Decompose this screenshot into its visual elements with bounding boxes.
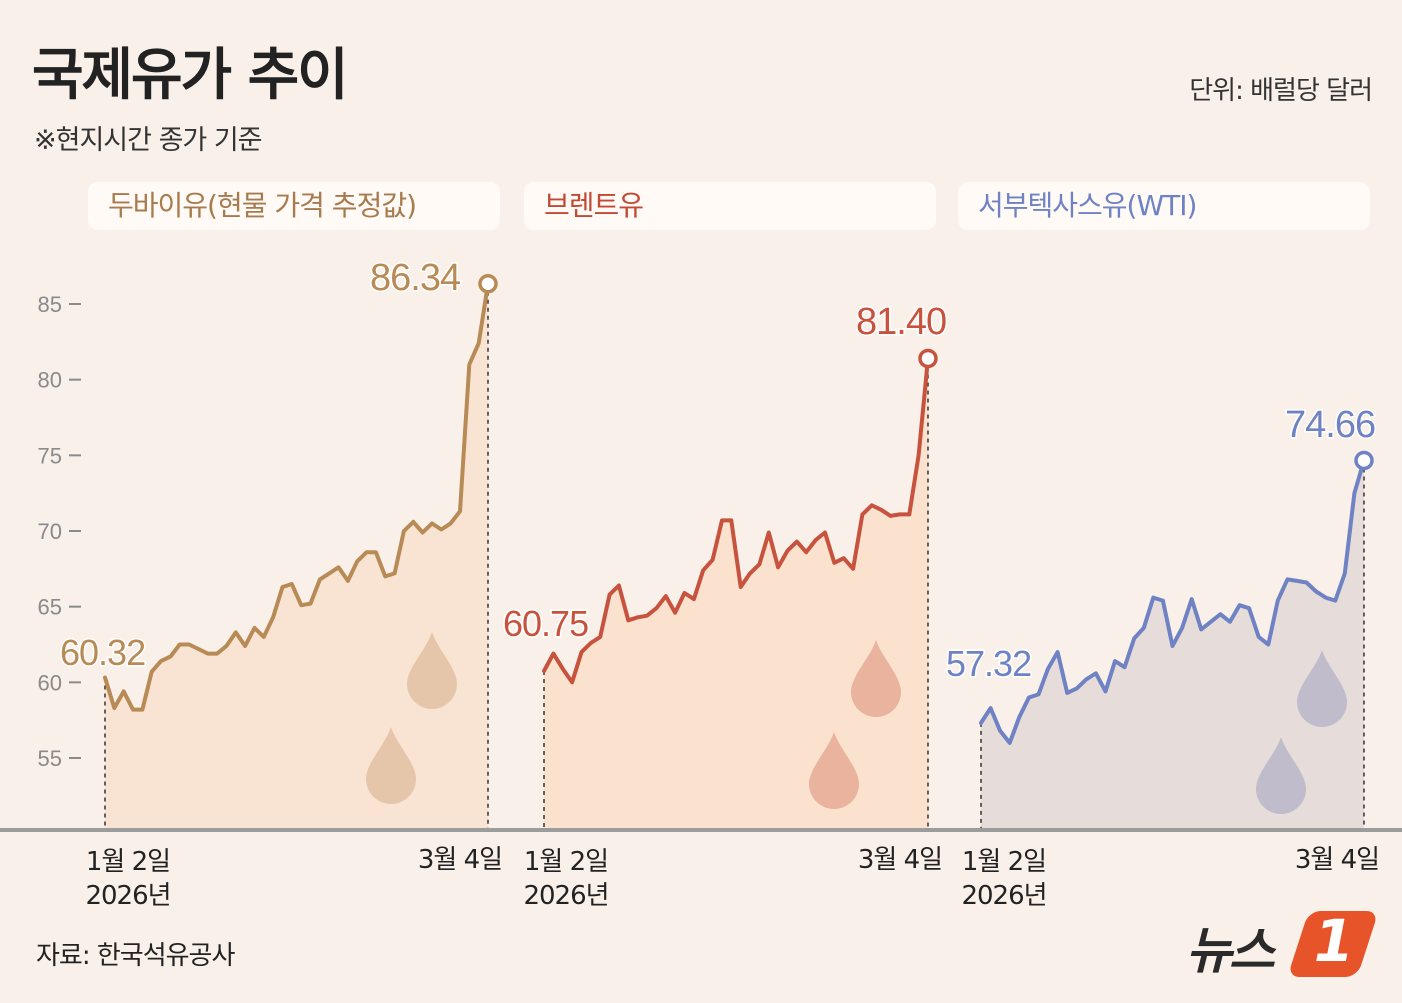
logo-mark-text: 1	[1313, 907, 1355, 975]
x-end-label-brent: 3월 4일	[858, 845, 942, 875]
logo-text: 뉴스	[1186, 922, 1275, 980]
x-start-year-brent: 2026년	[523, 881, 608, 911]
end-value-label-dubai: 86.34	[370, 257, 461, 299]
x-end-label-dubai: 3월 4일	[418, 845, 502, 875]
oil-drop-icon	[1256, 737, 1306, 814]
x-axis-baseline	[0, 828, 1402, 832]
panel-label-brent: 브렌트유	[524, 182, 936, 230]
news1-logo: 뉴스 1	[1186, 905, 1379, 985]
logo-mark: 1	[1287, 907, 1379, 977]
panel-label-dubai: 두바이유(현물 가격 추정값)	[88, 182, 500, 230]
chart-subtitle: ※현지시간 종가 기준	[34, 125, 263, 156]
end-point-brent	[918, 348, 938, 369]
end-value-label-wti: 74.66	[1285, 404, 1375, 446]
area-wti	[981, 460, 1364, 828]
unit-label: 단위: 배럴당 달러	[1189, 76, 1373, 106]
x-start-label-dubai: 1월 2일	[86, 847, 170, 877]
oil-drop-icon	[407, 632, 457, 709]
y-tick-label: 85	[38, 292, 62, 317]
y-tick-label: 70	[38, 519, 62, 544]
y-tick-label: 75	[38, 443, 62, 468]
chart-title: 국제유가 추이	[32, 43, 349, 108]
oil-drop-icon	[1297, 650, 1347, 727]
series-line-wti	[979, 458, 1366, 745]
x-start-label-wti: 1월 2일	[962, 847, 1046, 877]
area-dubai	[105, 283, 488, 828]
source-label: 자료: 한국석유공사	[36, 941, 235, 971]
series-line-dubai	[103, 281, 490, 712]
y-tick-label: 55	[38, 746, 62, 771]
y-tick-label: 80	[38, 368, 62, 393]
oil-drop-icon	[809, 732, 859, 809]
oil-drop-icon	[851, 640, 901, 717]
area-brent	[544, 358, 928, 828]
x-start-year-wti: 2026년	[961, 881, 1046, 911]
x-end-label-wti: 3월 4일	[1295, 845, 1379, 875]
end-value-label-brent: 81.40	[856, 301, 946, 343]
x-start-year-dubai: 2026년	[85, 881, 170, 911]
y-tick-label: 60	[38, 670, 62, 695]
start-value-label-brent: 60.75	[503, 603, 588, 644]
series-line-brent	[542, 356, 930, 685]
y-tick-label: 65	[38, 595, 62, 620]
end-point-wti	[1354, 450, 1374, 471]
end-point-dubai	[478, 273, 498, 294]
start-value-label-dubai: 60.32	[60, 632, 145, 673]
panel-label-wti: 서부텍사스유(WTI)	[958, 182, 1370, 230]
x-start-label-brent: 1월 2일	[524, 847, 608, 877]
oil-drop-icon	[366, 727, 416, 804]
start-value-label-wti: 57.32	[946, 643, 1031, 684]
